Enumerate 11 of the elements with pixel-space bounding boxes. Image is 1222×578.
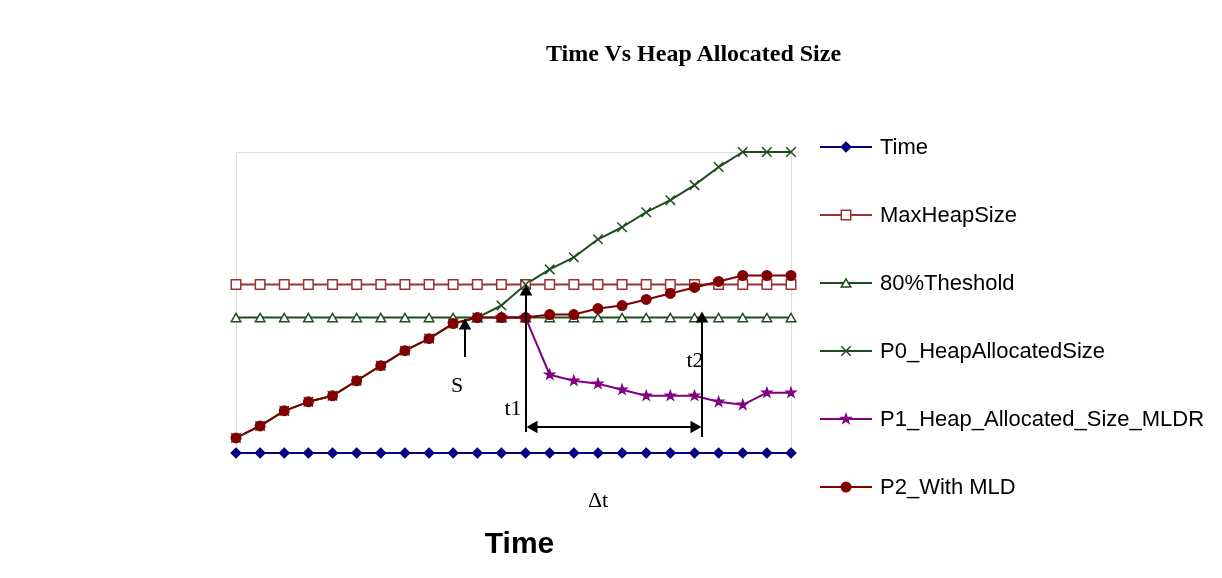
chart-title: Time Vs Heap Allocated Size	[545, 40, 842, 66]
annotation: t1	[504, 395, 522, 420]
legend-label: 80%Theshold	[880, 270, 1015, 295]
legend-label: P0_HeapAllocatedSize	[880, 338, 1106, 363]
legend-label: P2_With MLD	[880, 474, 1016, 499]
annotation: S	[450, 372, 464, 397]
legend-label: MaxHeapSize	[880, 202, 1017, 227]
x-axis-title: Time	[484, 525, 555, 559]
legend-label: P1_Heap_Allocated_Size_MLDR	[880, 406, 1205, 431]
legend-label: Time	[880, 134, 929, 159]
text: Δt	[587, 487, 609, 512]
